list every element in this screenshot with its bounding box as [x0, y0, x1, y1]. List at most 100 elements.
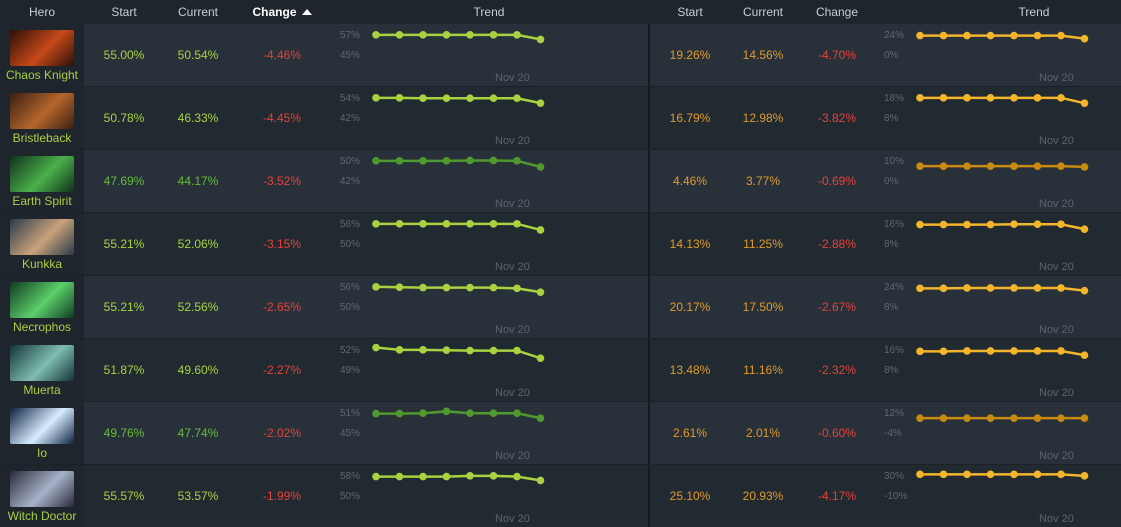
hero-cell[interactable]: Io — [0, 402, 84, 464]
kunkka-portrait[interactable] — [10, 219, 74, 255]
winrate-trend-point — [442, 283, 451, 292]
winrate-trend-line — [376, 159, 541, 169]
winrate-trend-point — [466, 220, 474, 228]
earth-spirit-portrait[interactable] — [10, 156, 74, 192]
column-divider — [648, 213, 650, 275]
winrate-current: 44.17% — [177, 174, 219, 188]
pickrate-trend-chart: 18% 8% Nov 20 — [884, 93, 1089, 147]
pickrate-trend-date-label: Nov 20 — [1039, 135, 1074, 147]
pickrate-start: 13.48% — [669, 363, 711, 377]
header-pick-change[interactable]: Change — [815, 5, 859, 19]
hero-cell[interactable]: Bristleback — [0, 87, 84, 149]
hero-cell[interactable]: Necrophos — [0, 276, 84, 338]
pickrate-trend-date-label: Nov 20 — [1039, 450, 1074, 462]
pickrate-start: 20.17% — [669, 300, 711, 314]
winrate-trend-point — [489, 283, 498, 292]
table-row[interactable]: Earth Spirit 47.69% 44.17% -3.52% 4.46% 3.77%… — [0, 150, 1121, 212]
hero-cell[interactable]: Kunkka — [0, 213, 84, 275]
pickrate-trend-point — [1010, 162, 1018, 170]
header-change-sorted[interactable]: Change — [234, 0, 330, 24]
winrate-trend-point — [489, 220, 498, 228]
pickrate-trend-point — [1057, 94, 1065, 102]
pickrate-trend-point — [939, 284, 948, 293]
table-row[interactable]: Io 49.76% 47.74% -2.02% 2.61% 2.01% -0.60% 51% 4… — [0, 402, 1121, 464]
hero-cell[interactable]: Witch Doctor — [0, 465, 84, 527]
hero-name[interactable]: Necrophos — [12, 320, 72, 334]
winrate-trend-point — [442, 220, 451, 228]
winrate-trend-point — [489, 156, 498, 165]
pickrate-trend: 24% 0% Nov 20 — [874, 24, 1121, 86]
necrophos-portrait[interactable] — [10, 282, 74, 318]
hero-name[interactable]: Kunkka — [21, 257, 63, 271]
header-pick-current[interactable]: Current — [742, 5, 783, 19]
winrate-change: -4.46% — [262, 48, 302, 62]
winrate-trend-point — [466, 156, 474, 165]
winrate-start: 55.00% — [103, 48, 145, 62]
hero-cell[interactable]: Chaos Knight — [0, 24, 84, 86]
table-row[interactable]: Kunkka 55.21% 52.06% -3.15% 14.13% 11.25% -2.8… — [0, 213, 1121, 275]
table-row[interactable]: Necrophos 55.21% 52.56% -2.65% 20.17% 17.50% -… — [0, 276, 1121, 338]
pickrate-current: 14.56% — [742, 48, 784, 62]
pickrate-trend-point — [1080, 351, 1089, 359]
winrate-trend-point — [489, 346, 498, 355]
header-pick-start[interactable]: Start — [677, 5, 703, 19]
pickrate-trend-date-label: Nov 20 — [1039, 387, 1074, 399]
pickrate-trend-point — [916, 94, 924, 102]
hero-cell[interactable]: Earth Spirit — [0, 150, 84, 212]
hero-name[interactable]: Chaos Knight — [5, 68, 79, 82]
pickrate-trend-line — [920, 473, 1085, 478]
winrate-current: 47.74% — [177, 426, 219, 440]
winrate-change: -3.15% — [262, 237, 302, 251]
winrate-trend-point — [419, 346, 427, 354]
winrate-trend-tick-max: 57% — [340, 30, 360, 41]
witch-doctor-portrait[interactable] — [10, 471, 74, 507]
pickrate-trend-point — [963, 414, 971, 422]
winrate-trend-point — [466, 283, 474, 292]
io-portrait[interactable] — [10, 408, 74, 444]
chaos-knight-portrait[interactable] — [10, 30, 74, 66]
pickrate-current: 2.01% — [745, 426, 781, 440]
header-start[interactable]: Start — [111, 5, 137, 19]
winrate-trend-tick-min: 50% — [340, 302, 360, 313]
table-row[interactable]: Bristleback 50.78% 46.33% -4.45% 16.79% 12.98… — [0, 87, 1121, 149]
winrate-trend-point — [536, 476, 545, 485]
muerta-portrait[interactable] — [10, 345, 74, 381]
winrate-trend-line — [376, 33, 541, 41]
pickrate-trend-point — [963, 284, 971, 292]
pickrate-trend-point — [986, 162, 995, 170]
pickrate-trend-point — [1057, 162, 1065, 170]
header-current[interactable]: Current — [177, 5, 218, 19]
header-hero[interactable]: Hero — [28, 5, 55, 19]
winrate-trend-date-label: Nov 20 — [495, 135, 530, 147]
winrate-trend-tick-max: 58% — [340, 471, 360, 482]
pickrate-change: -4.70% — [817, 48, 857, 62]
column-divider — [648, 465, 650, 527]
pickrate-trend-point — [963, 470, 971, 479]
pickrate-trend-tick-max: 10% — [884, 156, 904, 167]
winrate-trend: 58% 50% Nov 20 — [330, 465, 580, 527]
header-trend[interactable]: Trend — [473, 5, 505, 19]
hero-name[interactable]: Earth Spirit — [12, 194, 72, 208]
pickrate-trend-point — [939, 162, 948, 170]
pickrate-trend-point — [1033, 284, 1042, 292]
pickrate-trend-point — [1057, 284, 1065, 292]
winrate-trend-tick-min: 50% — [340, 491, 360, 502]
winrate-trend-date-label: Nov 20 — [495, 261, 530, 273]
winrate-current: 49.60% — [177, 363, 219, 377]
table-row[interactable]: Witch Doctor 55.57% 53.57% -1.99% 25.10% 20.9… — [0, 465, 1121, 527]
sort-ascending-icon — [301, 9, 312, 15]
winrate-trend-point — [489, 472, 498, 480]
header-pick-trend[interactable]: Trend — [1018, 5, 1050, 19]
hero-cell[interactable]: Muerta — [0, 339, 84, 401]
pickrate-trend-point — [1033, 94, 1042, 102]
hero-name[interactable]: Witch Doctor — [7, 509, 77, 523]
hero-name[interactable]: Bristleback — [12, 131, 72, 145]
table-row[interactable]: Chaos Knight 55.00% 50.54% -4.46% 19.26% 14.5… — [0, 24, 1121, 86]
pickrate-trend-tick-min: 8% — [884, 113, 899, 124]
bristleback-portrait[interactable] — [10, 93, 74, 129]
pickrate-trend-chart: 10% 0% Nov 20 — [884, 156, 1089, 210]
pickrate-trend-point — [1057, 31, 1065, 40]
hero-name[interactable]: Muerta — [23, 383, 61, 397]
hero-name[interactable]: Io — [36, 446, 47, 460]
table-row[interactable]: Muerta 51.87% 49.60% -2.27% 13.48% 11.16% -2.3… — [0, 339, 1121, 401]
